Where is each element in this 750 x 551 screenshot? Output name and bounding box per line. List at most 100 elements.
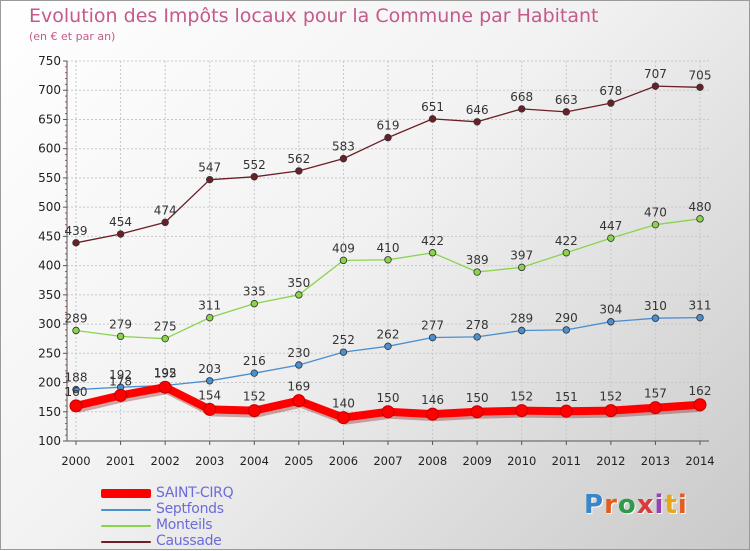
data-point [470,405,484,419]
data-label: 152 [510,390,533,404]
y-tick-label: 500 [38,200,61,214]
data-point [604,404,618,418]
logo-letter: i [677,490,688,520]
data-point [247,404,261,418]
data-point [518,263,526,272]
legend: SAINT-CIRQ Septfonds Monteils Caussade [101,485,301,550]
logo-letter: r [604,490,618,520]
y-tick-label: 700 [38,83,61,97]
logo-letter: x [636,490,655,520]
y-tick-label: 450 [38,229,61,243]
data-point [696,313,704,322]
legend-item: Monteils [101,517,301,534]
data-label: 150 [466,391,489,405]
data-label: 278 [466,318,489,332]
data-point [607,318,615,326]
data-label: 277 [421,319,444,333]
data-point [292,394,306,408]
data-point [473,268,481,276]
data-label: 216 [243,354,266,368]
data-label: 547 [198,161,221,175]
data-point [339,348,348,356]
y-tick-label: 650 [38,112,61,126]
data-label: 454 [109,215,132,229]
data-point [161,218,169,227]
data-point [428,249,437,257]
y-tick-label: 400 [38,259,61,273]
data-label: 289 [510,312,533,326]
data-point [696,215,704,223]
data-point [339,256,348,265]
y-tick-label: 750 [38,54,61,68]
x-tick-label: 2006 [329,454,358,468]
data-point [116,230,125,238]
data-point [426,407,440,421]
data-point [518,326,526,335]
data-label: 152 [243,390,266,404]
data-label: 439 [65,224,88,238]
data-label: 152 [599,390,622,404]
data-point [72,239,80,247]
x-tick-label: 2010 [507,454,536,468]
x-tick-label: 2009 [463,454,492,468]
data-label: 146 [421,393,444,407]
data-label: 162 [689,384,712,398]
data-point [203,402,217,416]
data-label: 252 [332,333,355,347]
data-point [607,234,615,242]
x-tick-label: 2001 [106,454,135,468]
data-point [250,369,258,377]
data-label: 474 [154,203,177,217]
data-label: 192 [109,368,132,382]
data-label: 290 [555,311,578,325]
data-label: 178 [109,374,132,388]
data-point [384,133,392,142]
y-tick-label: 150 [38,405,61,419]
data-point [559,404,573,418]
legend-item: Caussade [101,533,301,550]
legend-label: Monteils [156,517,213,533]
data-point [295,291,303,299]
data-label: 203 [198,362,221,376]
data-label: 410 [377,241,400,255]
y-tick-label: 550 [38,171,61,185]
x-tick-label: 2014 [685,454,714,468]
data-point [384,342,392,350]
data-labels: 439 454 474 547 552 562 583 619 651 646 668 663 678 7… [65,67,712,410]
x-tick-label: 2008 [418,454,447,468]
data-point [515,404,529,418]
data-label: 279 [109,317,132,331]
data-point [607,99,615,107]
y-tick-label: 300 [38,317,61,331]
data-label: 705 [689,68,712,82]
data-label: 157 [644,387,667,401]
data-label: 188 [65,371,88,385]
x-tick-label: 2005 [284,454,313,468]
data-point [206,313,214,322]
data-label: 668 [510,90,533,104]
legend-label: SAINT-CIRQ [156,485,234,501]
data-label: 304 [599,303,622,317]
data-label: 422 [555,234,578,248]
data-label: 311 [198,299,221,313]
data-label: 160 [65,385,88,399]
data-label: 707 [644,67,667,81]
data-label: 619 [377,119,400,133]
data-label: 397 [510,248,533,262]
data-point [250,299,258,308]
x-tick-label: 2000 [61,454,90,468]
data-point [381,405,395,419]
data-label: 154 [198,388,221,402]
data-point [206,175,214,184]
logo-letter: o [617,490,637,520]
data-point [114,388,128,402]
data-point [161,334,169,343]
data-point [473,118,481,126]
y-tick-label: 250 [38,346,61,360]
data-point [250,173,258,181]
data-label: 562 [287,152,310,166]
data-label: 275 [154,320,177,334]
legend-label: Septfonds [156,501,224,517]
data-point [384,256,392,264]
data-label: 422 [421,234,444,248]
